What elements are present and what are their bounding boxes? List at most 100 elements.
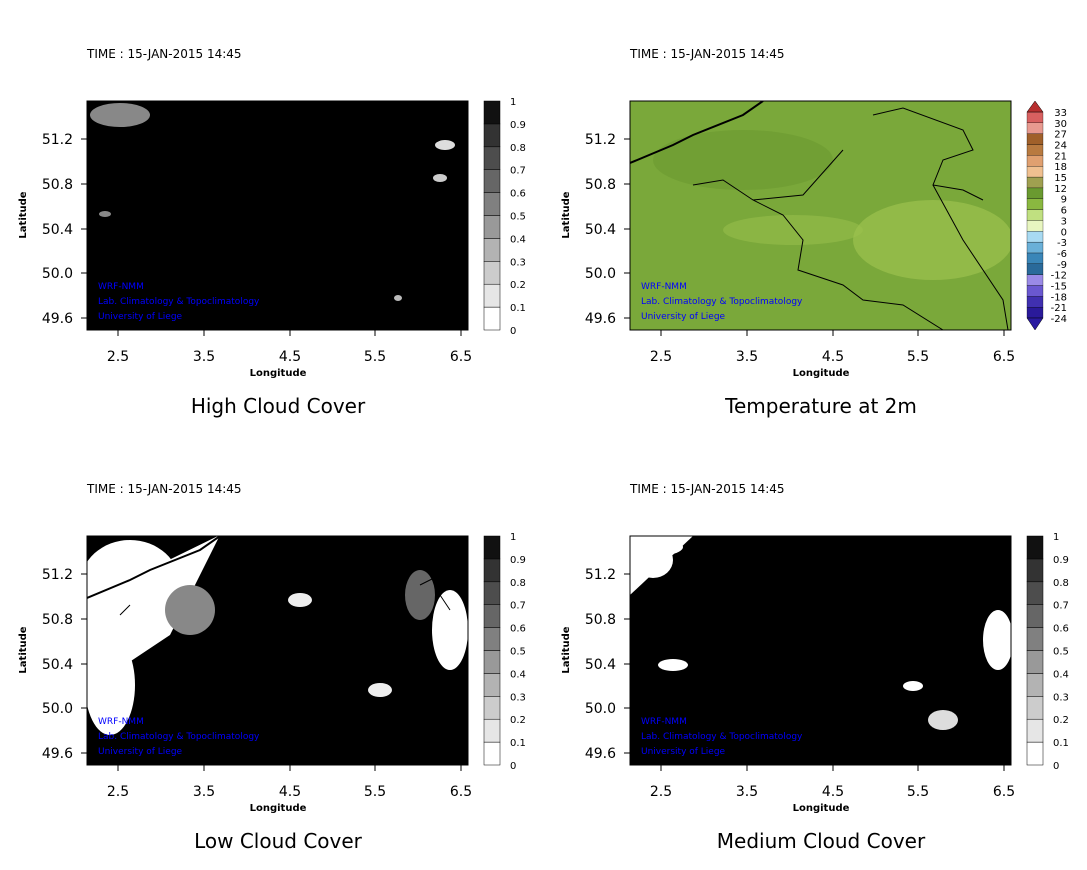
cloud-patch: [405, 570, 435, 620]
y-tick-label: 50.8: [42, 177, 73, 193]
colorbar-segment: [483, 604, 501, 628]
coastline: [630, 536, 764, 599]
panel-high-cloud: TIME : 15-JAN-2015 14:45 WRF-NMM Lab. Clim…: [18, 47, 526, 418]
x-tick-label: 6.5: [450, 349, 472, 365]
colorbar-label: 0.3: [510, 257, 526, 268]
colorbar-segment: [483, 215, 501, 239]
time-label: TIME : 15-JAN-2015 14:45: [629, 482, 785, 496]
credit-text: University of Liege: [98, 747, 183, 757]
y-tick-label: 50.4: [585, 657, 616, 673]
map-field: [87, 536, 468, 765]
y-tick-label: 50.4: [42, 657, 73, 673]
credit-text: Lab. Climatology & Topoclimatology: [641, 732, 803, 742]
cloud-patch: [658, 659, 688, 671]
colorbar-segment: [1026, 166, 1044, 178]
credit-text: University of Liege: [98, 312, 183, 322]
credit-text: University of Liege: [641, 312, 726, 322]
colorbar-segment: [483, 741, 501, 766]
cloud-patch: [99, 211, 111, 217]
colorbar-label: 0.5: [1053, 647, 1069, 658]
y-tick-label: 51.2: [585, 567, 616, 583]
x-tick-label: 2.5: [650, 784, 672, 800]
cloud-patch: [983, 610, 1011, 670]
colorbar-segment: [1026, 187, 1044, 199]
y-tick-label: 50.0: [42, 266, 73, 282]
colorbar-segment: [483, 627, 501, 651]
panel-title: High Cloud Cover: [191, 394, 366, 418]
x-tick-label: 4.5: [822, 349, 844, 365]
map-field: [87, 101, 468, 330]
colorbar-label: 0.2: [510, 280, 526, 291]
colorbar-segment: [1026, 241, 1044, 254]
colorbar-label: -6: [1057, 249, 1067, 260]
colorbar-segment: [1026, 650, 1044, 674]
colorbar-label: 0.6: [510, 189, 526, 200]
plot-frame: [629, 535, 1012, 766]
y-tick-label: 49.6: [42, 746, 73, 762]
colorbar-label: 0.9: [510, 555, 526, 566]
y-tick-label: 49.6: [42, 311, 73, 327]
cloud-field: [87, 101, 468, 330]
colorbar-label: 0.9: [510, 120, 526, 131]
colorbar-max-triangle: [1026, 100, 1044, 113]
colorbar-segment: [1026, 718, 1044, 743]
x-tick-label: 4.5: [822, 784, 844, 800]
map-field: [630, 536, 1011, 765]
colorbar-segment: [483, 535, 501, 560]
panel-title: Medium Cloud Cover: [717, 829, 926, 853]
colorbar-segment: [1026, 111, 1044, 123]
colorbar-label: 0.5: [510, 212, 526, 223]
colorbar: -24-21-18-15-12-9-6-30369121518212427303…: [1026, 100, 1067, 331]
colorbar-label: 0.8: [510, 143, 526, 154]
y-tick-label: 50.8: [42, 612, 73, 628]
colorbar-segment: [1026, 133, 1044, 145]
y-axis-label: Latitude: [18, 191, 29, 238]
y-tick-label: 51.2: [42, 567, 73, 583]
colorbar-segment: [1026, 144, 1044, 156]
x-tick-label: 4.5: [279, 784, 301, 800]
colorbar-label: 18: [1054, 162, 1067, 173]
coastline: [630, 101, 764, 164]
colorbar-label: 0.1: [510, 303, 526, 314]
x-axis-label: Longitude: [250, 368, 307, 379]
panel-low-cloud: TIME : 15-JAN-2015 14:45 WRF-NMM Lab. Clim…: [18, 482, 526, 853]
colorbar-label: 33: [1054, 108, 1067, 119]
y-tick-label: 50.8: [585, 612, 616, 628]
colorbar: 0 0.1 0.2 0.3 0.4 0.5 0.6 0.7 0.8 0.9 1: [483, 97, 526, 337]
border-lines: [119, 139, 451, 181]
colorbar-label: 0.2: [1053, 715, 1069, 726]
map-field: [630, 101, 1011, 330]
colorbar-label: 0.4: [1053, 669, 1069, 680]
time-label: TIME : 15-JAN-2015 14:45: [86, 482, 242, 496]
colorbar-segment: [1026, 604, 1044, 628]
coastline: [87, 101, 221, 164]
y-tick-label: 49.6: [585, 311, 616, 327]
colorbar-segment: [483, 100, 501, 125]
cloud-patch: [87, 540, 180, 630]
colorbar-segment: [1026, 627, 1044, 651]
map-plot: WRF-NMM Lab. Climatology & Topoclimatolog…: [561, 535, 1015, 814]
x-tick-label: 5.5: [364, 349, 386, 365]
colorbar-label: 0.1: [510, 738, 526, 749]
colorbar-label: -3: [1057, 238, 1067, 249]
y-tick-label: 51.2: [585, 132, 616, 148]
y-tick-label: 51.2: [42, 132, 73, 148]
colorbar-label: 0.3: [510, 692, 526, 703]
cloud-patch: [368, 683, 392, 697]
colorbar-label: 27: [1054, 130, 1067, 141]
colorbar-label: 0.7: [1053, 601, 1069, 612]
x-tick-label: 5.5: [907, 349, 929, 365]
y-axis-label: Latitude: [18, 626, 29, 673]
border-lines: [692, 107, 1009, 330]
x-tick-label: 4.5: [279, 349, 301, 365]
colorbar-label: 24: [1054, 141, 1067, 152]
colorbar-label: 9: [1061, 195, 1067, 206]
x-tick-label: 2.5: [107, 349, 129, 365]
colorbar-segment: [483, 261, 501, 285]
x-tick-label: 3.5: [736, 349, 758, 365]
time-label: TIME : 15-JAN-2015 14:45: [86, 47, 242, 61]
credit-text: Lab. Climatology & Topoclimatology: [641, 297, 803, 307]
colorbar-label: 0.4: [510, 669, 526, 680]
y-axis-label: Latitude: [561, 626, 572, 673]
colorbar-label: 0: [1061, 227, 1067, 238]
